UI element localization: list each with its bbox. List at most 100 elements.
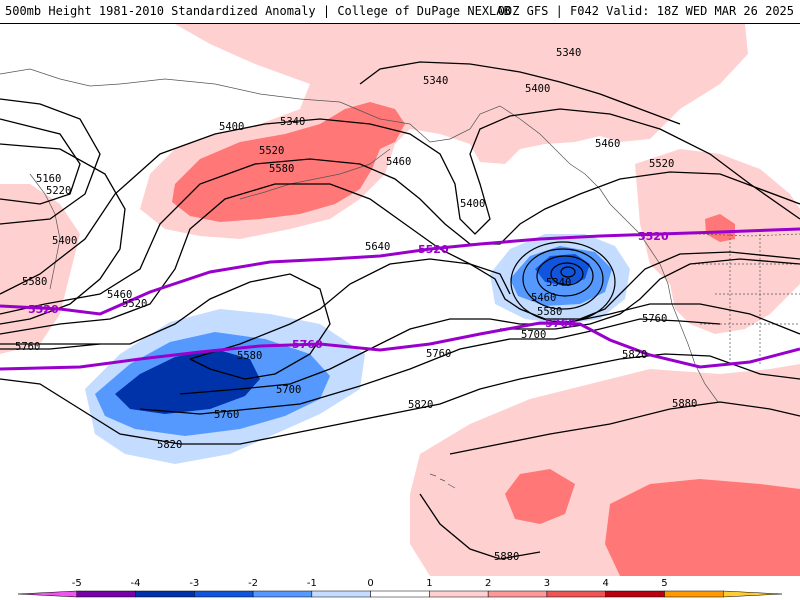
contour-label: 5160 <box>36 173 61 185</box>
colorbar-segment <box>135 590 195 598</box>
highlight-label: 5520 <box>28 303 59 316</box>
colorbar-tick-label: -3 <box>189 578 199 589</box>
colorbar-segment <box>194 590 254 598</box>
contour-label: 5820 <box>622 349 647 361</box>
low-pressure-center <box>510 241 616 323</box>
contour-label: 5340 <box>556 47 581 59</box>
contour-label: 5520 <box>259 145 284 157</box>
colorbar-tick-label: 0 <box>367 578 373 589</box>
contour-label: 5580 <box>537 306 562 318</box>
contour-line-5700 <box>179 303 800 395</box>
contour-line-5880 <box>419 401 800 560</box>
contour-label: 5340 <box>280 116 305 128</box>
contour-label: 5400 <box>460 198 485 210</box>
positive-anomaly-region-west <box>0 184 80 354</box>
contour-label: 5700 <box>521 329 546 341</box>
contour-line-5340-north <box>359 61 681 125</box>
contour-label: 5460 <box>386 156 411 168</box>
contour-label: 5340 <box>423 75 448 87</box>
weather-map: 5160 5220 5340 5340 5340 5400 5400 5400 … <box>0 24 800 576</box>
contour-label: 5220 <box>46 185 71 197</box>
hawaii-islands <box>429 473 456 489</box>
contour-label: 5880 <box>672 398 697 410</box>
contour-line-5160 <box>0 118 81 205</box>
contour-label: 5880 <box>494 551 519 563</box>
alaska-coastline <box>119 78 586 175</box>
colorbar-segment <box>370 590 430 598</box>
contour-label: 5760 <box>214 409 239 421</box>
colorbar-segment <box>76 590 136 598</box>
geography-outlines <box>0 68 800 489</box>
colorbar-segment <box>487 590 548 598</box>
colorbar-tick-label: 5 <box>661 578 667 589</box>
warm-anomaly-core-subtropical-b <box>605 479 800 576</box>
contour-line-5820 <box>0 353 800 445</box>
contour-label: 5700 <box>276 384 301 396</box>
contour-label: 5760 <box>15 341 40 353</box>
cold-anomaly-trough-core <box>115 349 260 414</box>
highlight-label: 5520 <box>638 230 669 243</box>
contour-label: 5580 <box>237 350 262 362</box>
map-title: 500mb Height 1981-2010 Standardized Anom… <box>5 4 511 18</box>
low-ring-2 <box>522 248 604 310</box>
warm-anomaly-core-subtropical-a <box>505 469 575 524</box>
colorbar-tick-label: 4 <box>603 578 609 589</box>
colorbar-segment <box>546 590 606 598</box>
contour-line-5220 <box>0 98 101 225</box>
contour-label: 5520 <box>649 158 674 170</box>
contour-label: 5820 <box>157 439 182 451</box>
colorbar-segment <box>664 590 724 598</box>
colorbar-tick-label: -2 <box>248 578 258 589</box>
contour-line-5460 <box>0 158 800 315</box>
colorbar-segment <box>252 590 313 598</box>
colorbar-tick-label: 3 <box>544 578 550 589</box>
highlight-label: 5760 <box>292 338 323 351</box>
contour-label: 5340 <box>546 277 571 289</box>
model-run-info: 00Z GFS | F042 Valid: 18Z WED MAR 26 202… <box>497 4 794 18</box>
anomaly-shading <box>0 24 800 576</box>
contour-line-5640 <box>189 258 511 360</box>
colorbar-segments <box>17 590 783 598</box>
contour-label: 5820 <box>408 399 433 411</box>
colorbar-tick-label: 2 <box>485 578 491 589</box>
bc-coastline <box>584 173 681 325</box>
colorbar-tick-label: 1 <box>426 578 432 589</box>
contour-label: 5760 <box>642 313 667 325</box>
colorbar-tick-label: -4 <box>131 578 141 589</box>
header-bar: 500mb Height 1981-2010 Standardized Anom… <box>0 0 800 24</box>
contour-line-5520 <box>0 183 800 335</box>
highlight-labels: 5520 5520 5520 5760 5760 <box>28 230 669 351</box>
west-coast-coastline <box>679 323 719 403</box>
contour-line-5400 <box>0 108 800 295</box>
contour-label: 5400 <box>52 235 77 247</box>
contour-label: 5460 <box>595 138 620 150</box>
ne-asia-coastline <box>0 68 121 87</box>
highlight-contours <box>0 227 800 371</box>
colorbar-segment <box>311 590 371 598</box>
positive-anomaly-region-east <box>635 149 800 334</box>
low-ring-4 <box>550 262 584 286</box>
contour-label: 5460 <box>107 289 132 301</box>
contour-line-5760 <box>0 318 721 415</box>
colorbar-segment <box>17 590 78 598</box>
contour-label: 5580 <box>269 163 294 175</box>
colorbar-tick-label: -5 <box>72 578 82 589</box>
cold-anomaly-low-core <box>535 254 590 286</box>
low-ring-1 <box>510 241 616 323</box>
contour-labels: 5160 5220 5340 5340 5340 5400 5400 5400 … <box>15 47 697 563</box>
contour-label: 5520 <box>122 298 147 310</box>
state-borders <box>690 234 800 364</box>
contour-label: 5760 <box>426 348 451 360</box>
colorbar-tick-label: -1 <box>307 578 317 589</box>
highlight-contour-5520 <box>0 227 800 316</box>
contour-label: 5580 <box>22 276 47 288</box>
contour-line-5340-west <box>0 143 126 325</box>
contour-label: 5400 <box>525 83 550 95</box>
colorbar-segment <box>605 590 665 598</box>
kamchatka-coastline <box>29 173 61 290</box>
colorbar: -5 -4 -3 -2 -1 0 1 2 3 4 5 <box>0 576 800 600</box>
contour-line-5580 <box>0 258 800 380</box>
highlight-label: 5760 <box>545 317 576 330</box>
highlight-label: 5520 <box>418 243 449 256</box>
height-contours <box>0 61 800 560</box>
